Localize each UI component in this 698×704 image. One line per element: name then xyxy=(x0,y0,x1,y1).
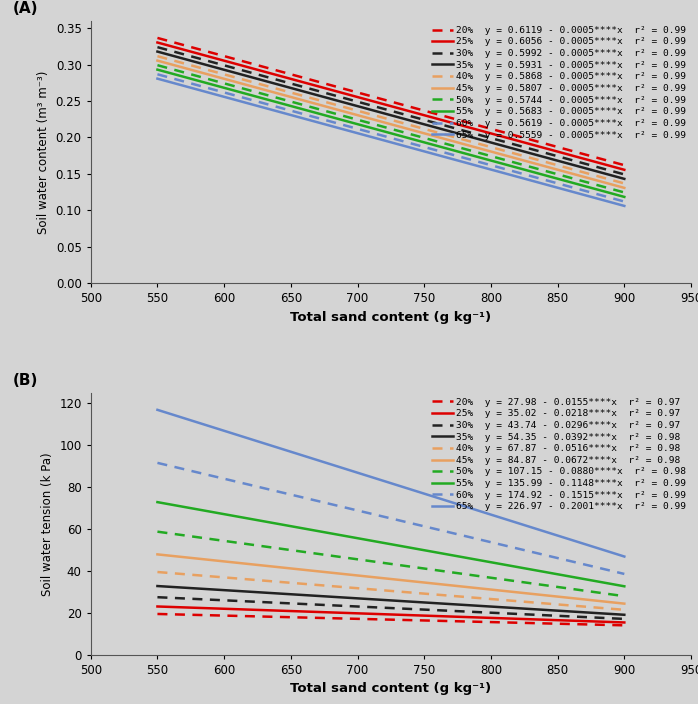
Text: (A): (A) xyxy=(13,1,38,16)
Y-axis label: Soil water content (m³ m⁻³): Soil water content (m³ m⁻³) xyxy=(37,70,50,234)
Legend: 20%  y = 0.6119 - 0.0005****x  r² = 0.99, 25%  y = 0.6056 - 0.0005****x  r² = 0.: 20% y = 0.6119 - 0.0005****x r² = 0.99, … xyxy=(432,26,686,139)
Text: (B): (B) xyxy=(13,372,38,388)
X-axis label: Total sand content (g kg⁻¹): Total sand content (g kg⁻¹) xyxy=(290,682,491,696)
Y-axis label: Soil water tension (k Pa): Soil water tension (k Pa) xyxy=(40,452,54,596)
Legend: 20%  y = 27.98 - 0.0155****x  r² = 0.97, 25%  y = 35.02 - 0.0218****x  r² = 0.97: 20% y = 27.98 - 0.0155****x r² = 0.97, 2… xyxy=(432,398,686,511)
X-axis label: Total sand content (g kg⁻¹): Total sand content (g kg⁻¹) xyxy=(290,310,491,324)
